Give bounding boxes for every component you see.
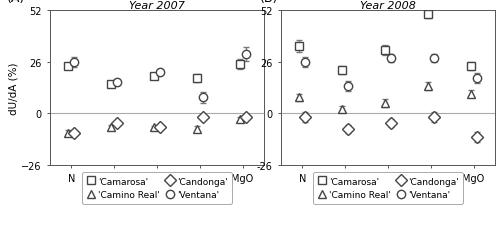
Y-axis label: dU/dA (%): dU/dA (%) bbox=[8, 62, 18, 114]
Text: (A): (A) bbox=[7, 0, 26, 5]
Text: (B): (B) bbox=[260, 0, 278, 5]
Title: Year 2008: Year 2008 bbox=[360, 0, 416, 11]
Title: Year 2007: Year 2007 bbox=[129, 0, 185, 11]
Legend: 'Camarosa', 'Camino Real', 'Candonga', 'Ventana': 'Camarosa', 'Camino Real', 'Candonga', '… bbox=[82, 172, 232, 204]
Legend: 'Camarosa', 'Camino Real', 'Candonga', 'Ventana': 'Camarosa', 'Camino Real', 'Candonga', '… bbox=[313, 172, 464, 204]
